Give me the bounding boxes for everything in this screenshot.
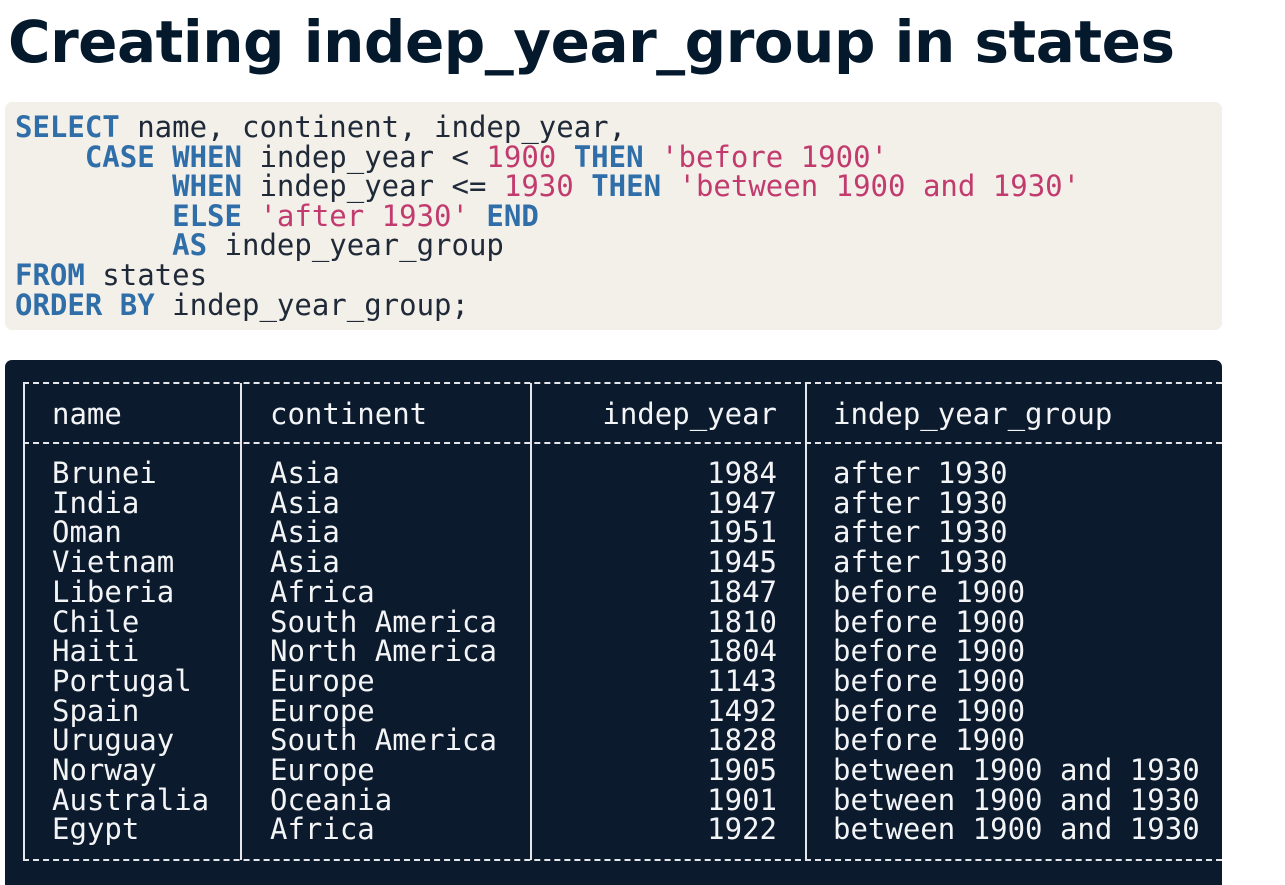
table-cell: Uruguay <box>52 723 175 758</box>
code-token: WHEN <box>15 169 242 204</box>
code-line: SELECT name, continent, indep_year, <box>15 112 626 142</box>
table-cell: India <box>52 485 140 520</box>
query-output: name continent indep_year indep_year_group B… <box>5 360 1222 885</box>
table-cell: 1492 <box>707 693 777 728</box>
table-cell: 1984 <box>707 456 777 490</box>
code-token: indep_year_group <box>207 228 504 263</box>
table-cell: 1922 <box>707 812 777 847</box>
table-cell: between 1900 and 1930 <box>833 782 1200 817</box>
code-token: 1900 <box>486 139 557 174</box>
table-cell: before 1900 <box>833 604 1026 639</box>
table-cell: Asia <box>270 456 340 490</box>
table-cell: Asia <box>270 485 340 520</box>
table-cell: Oceania <box>270 782 393 817</box>
column-header: indep_year <box>602 397 777 431</box>
code-line: AS indep_year_group <box>15 230 504 260</box>
table-cell: Europe <box>270 663 375 698</box>
code-token: SELECT <box>15 110 120 144</box>
slide-title: Creating indep_year_group in states <box>8 8 1175 76</box>
table-cell: 1945 <box>707 545 777 580</box>
table-cell: Europe <box>270 753 375 787</box>
table-cell: 1828 <box>707 723 777 758</box>
code-token: states <box>84 258 208 292</box>
table-cell: Chile <box>52 604 140 639</box>
code-token: THEN <box>573 169 662 204</box>
table-cell: Liberia <box>52 574 175 609</box>
code-token: 'between 1900 and 1930' <box>661 169 1081 204</box>
table-cell: before 1900 <box>833 574 1026 609</box>
table-border <box>530 383 532 860</box>
table-cell: Egypt <box>52 812 140 847</box>
table-cell: before 1900 <box>833 723 1026 758</box>
table-cell: 1905 <box>707 753 777 787</box>
code-token: indep_year < <box>241 139 487 174</box>
code-line: CASE WHEN indep_year < 1900 THEN 'before… <box>15 142 888 172</box>
code-token: 'after 1930' <box>241 198 469 233</box>
table-border <box>23 442 1222 444</box>
table-cell: Africa <box>270 574 375 609</box>
table-cell: Asia <box>270 515 340 550</box>
table-cell: Brunei <box>52 456 157 490</box>
table-cell: Haiti <box>52 634 140 669</box>
table-cell: between 1900 and 1930 <box>833 812 1200 847</box>
code-token: name, continent, indep_year, <box>119 110 627 144</box>
code-line: WHEN indep_year <= 1930 THEN 'between 19… <box>15 171 1080 201</box>
code-token: FROM <box>15 258 85 292</box>
table-cell: Australia <box>52 782 210 817</box>
table-cell: 1951 <box>707 515 777 550</box>
table-cell: between 1900 and 1930 <box>833 753 1200 787</box>
table-cell: after 1930 <box>833 515 1008 550</box>
table-cell: Spain <box>52 693 140 728</box>
table-cell: before 1900 <box>833 663 1026 698</box>
code-token: ORDER BY <box>15 287 155 322</box>
table-border <box>23 859 1222 861</box>
table-border <box>23 383 25 860</box>
code-token: 1930 <box>503 169 574 204</box>
table-cell: before 1900 <box>833 693 1026 728</box>
code-token: indep_year_group; <box>154 287 469 322</box>
table-cell: South America <box>270 723 497 758</box>
column-header: continent <box>270 397 428 431</box>
table-cell: 1901 <box>707 782 777 817</box>
table-cell: North America <box>270 634 497 669</box>
code-token: CASE WHEN <box>15 139 242 174</box>
table-border <box>805 383 807 860</box>
code-token: 'before 1900' <box>643 139 889 174</box>
table-cell: 1810 <box>707 604 777 639</box>
table-cell: South America <box>270 604 497 639</box>
table-cell: Norway <box>52 753 157 787</box>
code-token: THEN <box>556 139 644 174</box>
table-cell: 1947 <box>707 485 777 520</box>
table-border <box>240 383 242 860</box>
table-cell: 1804 <box>707 634 777 669</box>
table-border <box>23 382 1222 384</box>
column-header: name <box>52 397 122 431</box>
table-cell: after 1930 <box>833 485 1008 520</box>
table-cell: after 1930 <box>833 545 1008 580</box>
table-cell: Africa <box>270 812 375 847</box>
code-token: indep_year <= <box>241 169 504 204</box>
table-cell: Europe <box>270 693 375 728</box>
table-cell: Asia <box>270 545 340 580</box>
code-token: ELSE <box>15 198 242 233</box>
column-header: indep_year_group <box>833 397 1113 431</box>
table-cell: Portugal <box>52 663 192 698</box>
table-cell: before 1900 <box>833 634 1026 669</box>
table-cell: 1847 <box>707 574 777 609</box>
code-block: SELECT name, continent, indep_year, CASE… <box>5 102 1222 330</box>
code-token: END <box>468 198 539 233</box>
code-line: ELSE 'after 1930' END <box>15 201 539 231</box>
code-line: FROM states <box>15 260 207 290</box>
table-cell: Vietnam <box>52 545 175 580</box>
code-token: AS <box>15 228 208 263</box>
table-cell: after 1930 <box>833 456 1008 490</box>
code-line: ORDER BY indep_year_group; <box>15 290 469 320</box>
table-cell: Oman <box>52 515 122 550</box>
table-cell: 1143 <box>707 663 777 698</box>
